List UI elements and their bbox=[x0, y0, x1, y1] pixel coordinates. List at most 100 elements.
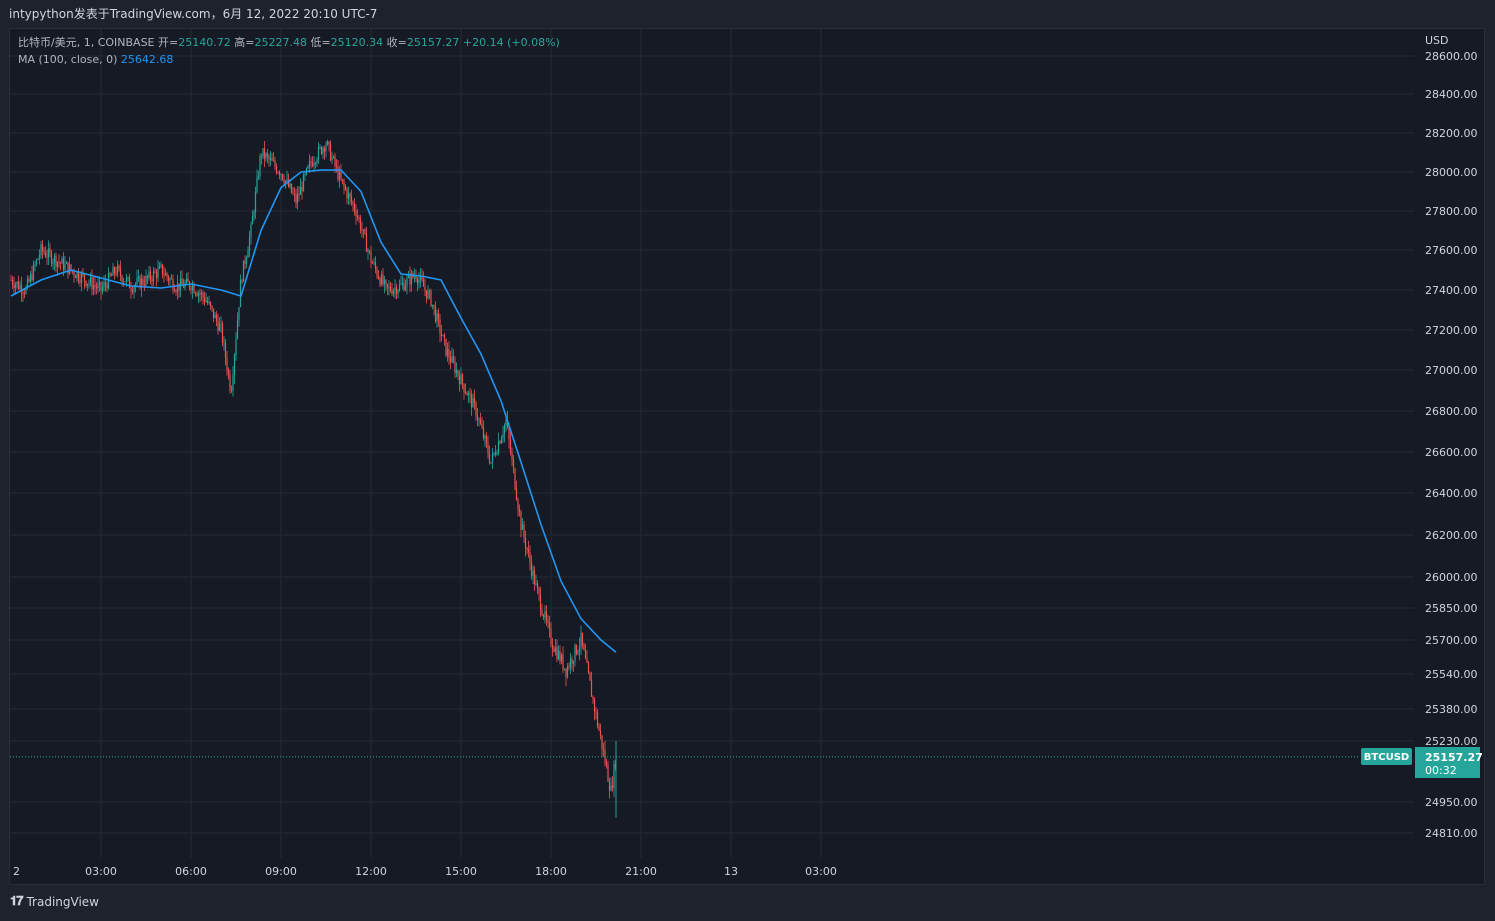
tradingview-logo[interactable]: 𝟏𝟕 TradingView bbox=[10, 894, 99, 909]
publisher-header: intypython发表于TradingView.com，6月 12, 2022… bbox=[9, 7, 378, 21]
candle-body bbox=[106, 284, 108, 289]
candle-body bbox=[34, 264, 36, 266]
candle-body bbox=[301, 186, 303, 192]
candle-body bbox=[536, 583, 539, 589]
candle-body bbox=[320, 146, 323, 154]
candle-body bbox=[218, 324, 221, 331]
candle-body bbox=[346, 189, 348, 199]
candle-body bbox=[68, 264, 71, 274]
candle-body bbox=[133, 286, 135, 292]
chart-frame[interactable] bbox=[9, 28, 1485, 885]
candle-body bbox=[440, 333, 443, 337]
candle-body bbox=[313, 163, 315, 166]
candle-body bbox=[151, 279, 153, 282]
candle-body bbox=[190, 287, 192, 291]
legend-symbol[interactable]: 比特币/美元, 1, COINBASE bbox=[18, 36, 155, 49]
candle-body bbox=[554, 647, 557, 652]
candle-body bbox=[250, 224, 252, 237]
candle-body bbox=[125, 277, 128, 282]
candle-body bbox=[529, 551, 531, 563]
candle-body bbox=[367, 250, 369, 252]
candle-body bbox=[611, 785, 614, 789]
candle-body bbox=[137, 276, 140, 279]
candle-body bbox=[608, 781, 611, 791]
candle-body bbox=[439, 319, 441, 334]
candle-body bbox=[277, 172, 279, 174]
candle-body bbox=[352, 202, 354, 205]
candle-body bbox=[373, 262, 375, 264]
candle-body bbox=[145, 275, 147, 286]
candle-body bbox=[176, 283, 179, 292]
candle-body bbox=[262, 148, 264, 157]
candle-body bbox=[290, 183, 293, 193]
candle-body bbox=[326, 141, 329, 145]
candle-body bbox=[362, 229, 365, 231]
candle-body bbox=[359, 219, 362, 231]
price-tick-label: 27200.00 bbox=[1425, 324, 1478, 337]
candle-body bbox=[302, 175, 305, 192]
candle-body bbox=[167, 276, 170, 281]
candle-body bbox=[482, 427, 485, 439]
candle-body bbox=[331, 157, 333, 161]
candle-body bbox=[49, 248, 51, 253]
candle-body bbox=[274, 160, 276, 167]
candle-body bbox=[485, 435, 488, 444]
candle-body bbox=[371, 262, 374, 264]
candle-body bbox=[413, 276, 416, 278]
candle-body bbox=[122, 281, 125, 283]
candle-body bbox=[208, 302, 210, 304]
candle-body bbox=[109, 273, 111, 276]
candle-body bbox=[559, 650, 561, 662]
candle-body bbox=[82, 273, 84, 275]
candle-body bbox=[445, 338, 447, 356]
candle-body bbox=[257, 176, 260, 178]
candle-body bbox=[50, 252, 53, 264]
candle-body bbox=[548, 622, 551, 629]
candle-body bbox=[148, 271, 150, 278]
candle-body bbox=[610, 785, 612, 791]
candle-body bbox=[32, 264, 35, 280]
candle-body bbox=[556, 647, 558, 659]
candle-body bbox=[562, 654, 564, 669]
candle-body bbox=[175, 291, 177, 293]
candle-body bbox=[205, 300, 207, 302]
candle-body bbox=[518, 509, 521, 512]
candle-body bbox=[464, 392, 467, 394]
candle-body bbox=[194, 292, 197, 294]
candle-body bbox=[389, 286, 392, 291]
candle-body bbox=[479, 419, 482, 425]
candle-body bbox=[160, 264, 162, 266]
footer-bar bbox=[0, 885, 1495, 921]
candle-body bbox=[592, 696, 594, 700]
candle-body bbox=[77, 272, 80, 281]
candle-body bbox=[539, 594, 542, 610]
candle-body bbox=[353, 204, 356, 211]
candle-body bbox=[596, 712, 599, 726]
candle-body bbox=[368, 250, 371, 252]
candle-body bbox=[517, 499, 519, 510]
candle-body bbox=[310, 161, 312, 163]
legend-ma-row[interactable]: MA (100, close, 0) 25642.68 bbox=[18, 51, 560, 68]
price-tick-label: 26200.00 bbox=[1425, 529, 1478, 542]
candle-body bbox=[217, 321, 219, 331]
candle-body bbox=[220, 323, 222, 325]
candle-body bbox=[487, 443, 489, 454]
candle-body bbox=[566, 666, 569, 677]
candle-body bbox=[46, 256, 48, 258]
candle-body bbox=[17, 281, 20, 289]
candle-body bbox=[113, 267, 116, 274]
candle-body bbox=[65, 262, 68, 264]
candle-body bbox=[29, 274, 32, 282]
candle-body bbox=[251, 216, 254, 225]
time-tick-label: 12:00 bbox=[355, 865, 387, 878]
candle-body bbox=[461, 374, 464, 384]
candle-body bbox=[350, 196, 353, 203]
candle-body bbox=[43, 251, 45, 253]
candle-body bbox=[182, 284, 185, 288]
candle-body bbox=[44, 252, 47, 257]
candle-body bbox=[395, 287, 398, 295]
candle-body bbox=[370, 251, 372, 263]
candle-body bbox=[35, 259, 38, 265]
candle-body bbox=[155, 272, 158, 279]
